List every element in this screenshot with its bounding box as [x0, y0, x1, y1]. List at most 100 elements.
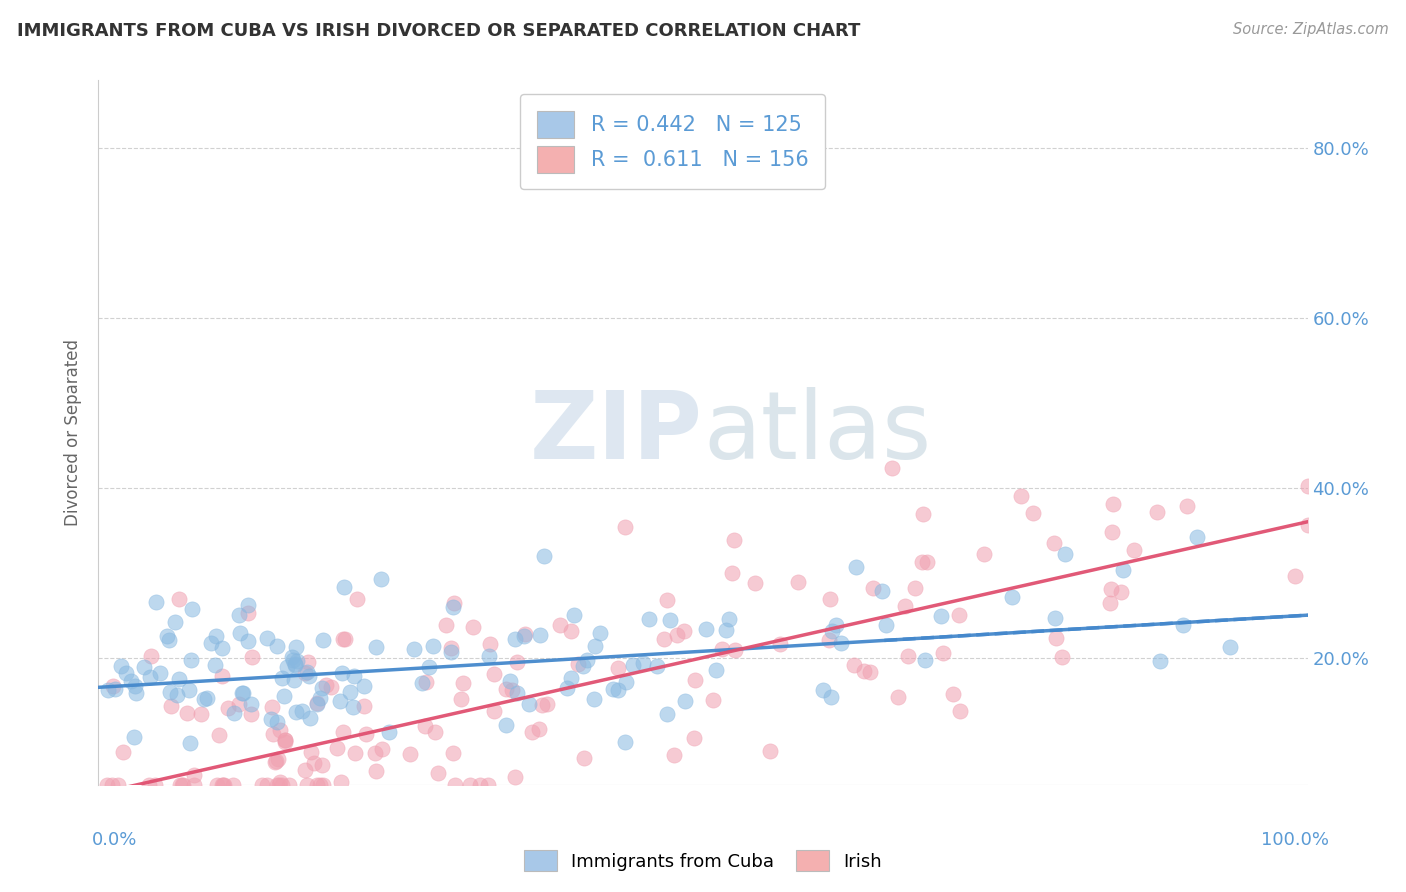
- Point: [284, 640, 307, 654]
- Point: [329, 694, 352, 708]
- Point: [418, 660, 440, 674]
- Point: [111, 745, 134, 759]
- Point: [744, 575, 766, 590]
- Point: [266, 778, 288, 792]
- Point: [139, 670, 162, 684]
- Point: [673, 694, 696, 708]
- Point: [231, 686, 253, 700]
- Point: [107, 778, 129, 792]
- Point: [1296, 479, 1319, 493]
- Point: [208, 728, 231, 742]
- Point: [228, 697, 250, 711]
- Point: [110, 659, 132, 673]
- Point: [267, 778, 290, 792]
- Point: [606, 661, 628, 675]
- Point: [1112, 562, 1135, 576]
- Point: [897, 649, 920, 664]
- Point: [274, 733, 297, 747]
- Point: [655, 706, 678, 721]
- Point: [1101, 524, 1123, 539]
- Point: [274, 735, 297, 749]
- Point: [96, 778, 118, 792]
- Point: [333, 632, 356, 646]
- Point: [948, 607, 970, 622]
- Point: [1185, 530, 1208, 544]
- Point: [1296, 517, 1319, 532]
- Point: [436, 617, 458, 632]
- Point: [269, 723, 291, 738]
- Point: [477, 778, 499, 792]
- Point: [299, 745, 322, 759]
- Point: [204, 657, 226, 672]
- Point: [533, 549, 555, 563]
- Point: [616, 675, 638, 690]
- Point: [484, 704, 506, 718]
- Point: [240, 649, 263, 664]
- Point: [1043, 611, 1066, 625]
- Point: [665, 628, 688, 642]
- Point: [695, 622, 717, 636]
- Point: [364, 640, 387, 654]
- Point: [529, 628, 551, 642]
- Point: [911, 555, 934, 569]
- Point: [440, 640, 463, 655]
- Point: [281, 653, 304, 667]
- Point: [339, 685, 361, 699]
- Point: [270, 778, 292, 792]
- Point: [169, 778, 191, 792]
- Point: [1001, 590, 1024, 604]
- Point: [120, 673, 142, 688]
- Text: Source: ZipAtlas.com: Source: ZipAtlas.com: [1233, 22, 1389, 37]
- Point: [949, 704, 972, 718]
- Point: [298, 711, 321, 725]
- Point: [229, 626, 252, 640]
- Point: [426, 766, 449, 780]
- Point: [294, 665, 316, 680]
- Point: [572, 659, 595, 673]
- Point: [180, 602, 202, 616]
- Point: [482, 666, 505, 681]
- Point: [451, 675, 474, 690]
- Point: [875, 618, 897, 632]
- Point: [295, 665, 318, 680]
- Point: [638, 612, 661, 626]
- Point: [319, 680, 342, 694]
- Point: [716, 623, 738, 637]
- Point: [167, 591, 190, 606]
- Point: [458, 778, 481, 792]
- Point: [297, 778, 319, 792]
- Point: [717, 612, 740, 626]
- Point: [704, 663, 727, 677]
- Point: [495, 681, 517, 696]
- Point: [1109, 585, 1132, 599]
- Point: [411, 676, 433, 690]
- Point: [513, 627, 536, 641]
- Point: [284, 706, 307, 720]
- Point: [645, 659, 668, 673]
- Point: [125, 686, 148, 700]
- Point: [159, 684, 181, 698]
- Point: [1175, 499, 1198, 513]
- Point: [614, 735, 637, 749]
- Point: [503, 771, 526, 785]
- Point: [633, 657, 655, 671]
- Point: [423, 724, 446, 739]
- Point: [498, 674, 520, 689]
- Point: [101, 778, 124, 792]
- Point: [1022, 507, 1045, 521]
- Point: [842, 658, 865, 673]
- Point: [911, 508, 934, 522]
- Point: [830, 636, 852, 650]
- Point: [513, 629, 536, 643]
- Point: [364, 746, 387, 760]
- Point: [269, 775, 291, 789]
- Point: [332, 724, 354, 739]
- Point: [859, 665, 882, 679]
- Point: [274, 732, 297, 747]
- Point: [139, 649, 162, 664]
- Point: [305, 778, 328, 792]
- Point: [193, 692, 215, 706]
- Point: [495, 718, 517, 732]
- Point: [378, 725, 401, 739]
- Point: [621, 658, 644, 673]
